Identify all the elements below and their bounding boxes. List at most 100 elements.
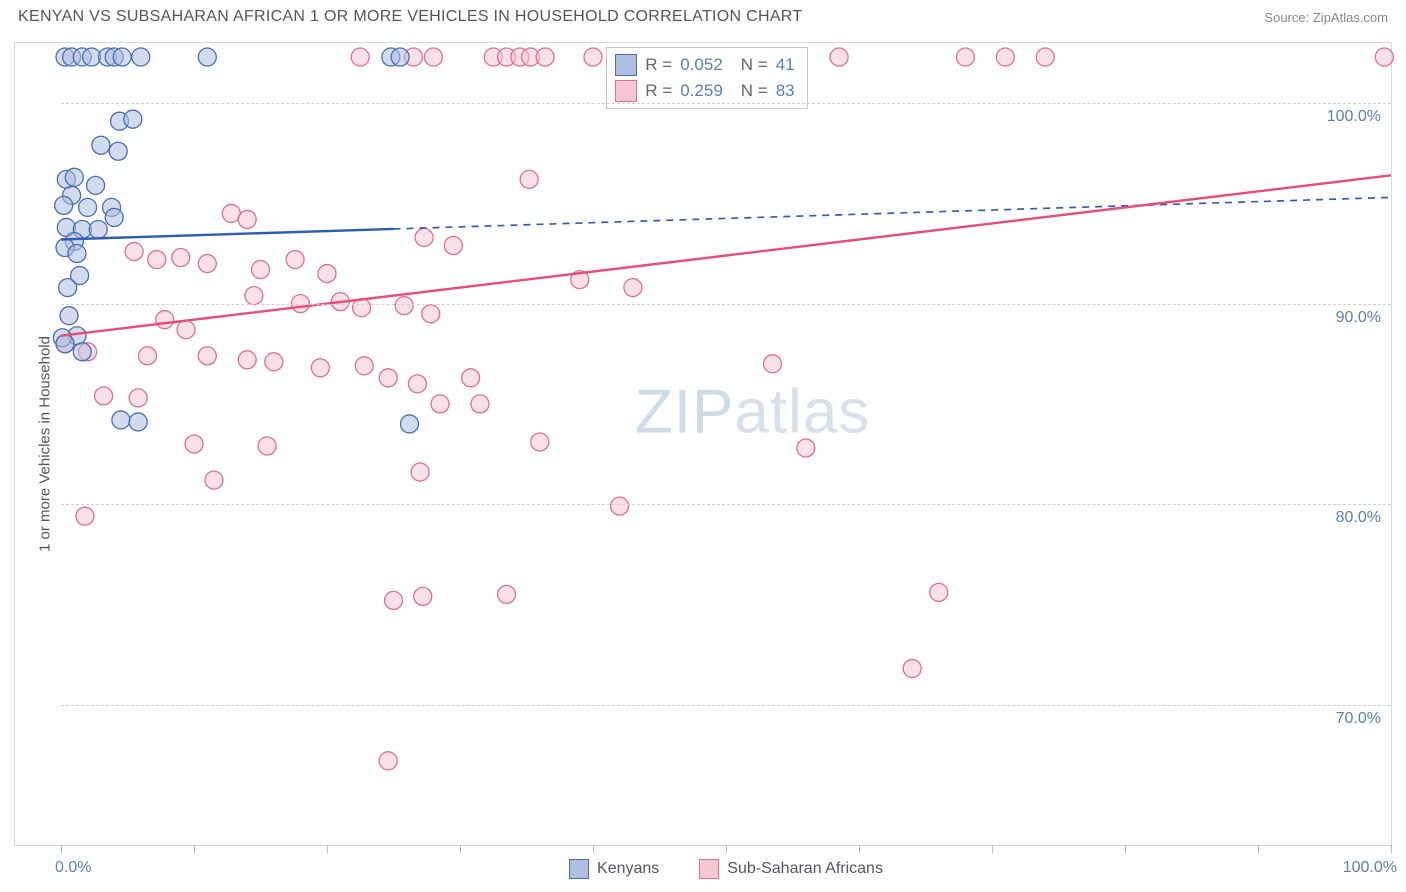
scatter-point <box>1375 48 1393 66</box>
chart-area: 1 or more Vehicles in Household ZIPatlas… <box>14 42 1392 846</box>
scatter-point <box>92 136 110 154</box>
scatter-point <box>351 48 369 66</box>
scatter-point <box>198 255 216 273</box>
chart-title: KENYAN VS SUBSAHARAN AFRICAN 1 OR MORE V… <box>18 8 802 26</box>
trend-line-solid <box>61 229 394 240</box>
gridline <box>61 103 1391 104</box>
scatter-point <box>95 387 113 405</box>
scatter-point <box>471 395 489 413</box>
source-link[interactable]: ZipAtlas.com <box>1313 10 1388 25</box>
scatter-point <box>129 413 147 431</box>
scatter-point <box>930 583 948 601</box>
scatter-point <box>520 170 538 188</box>
legend-label: Kenyans <box>597 860 659 878</box>
x-tick <box>194 845 195 853</box>
stat-n-label: N = <box>741 81 768 101</box>
scatter-point <box>198 48 216 66</box>
scatter-point <box>258 437 276 455</box>
x-tick <box>593 845 594 853</box>
scatter-point <box>531 433 549 451</box>
stat-row: R =0.052N =41 <box>615 52 794 78</box>
scatter-point <box>444 237 462 255</box>
scatter-point <box>109 142 127 160</box>
scatter-point <box>56 335 74 353</box>
scatter-point <box>408 375 426 393</box>
scatter-point <box>956 48 974 66</box>
gridline <box>61 705 1391 706</box>
stat-n-value: 41 <box>776 55 795 75</box>
scatter-point <box>113 48 131 66</box>
scatter-point <box>238 210 256 228</box>
y-axis-label: 1 or more Vehicles in Household <box>37 336 54 552</box>
stat-n-value: 83 <box>776 81 795 101</box>
y-tick-label: 90.0% <box>1336 309 1381 327</box>
scatter-point <box>624 279 642 297</box>
scatter-point <box>252 261 270 279</box>
scatter-point <box>385 591 403 609</box>
y-tick-label: 70.0% <box>1336 710 1381 728</box>
scatter-point <box>764 355 782 373</box>
legend-swatch <box>569 859 589 879</box>
trend-line-solid <box>61 175 1391 335</box>
scatter-point <box>76 507 94 525</box>
scatter-point <box>830 48 848 66</box>
stat-r-label: R = <box>645 55 672 75</box>
scatter-point <box>424 48 442 66</box>
scatter-point <box>198 347 216 365</box>
trend-line-dashed <box>394 197 1392 229</box>
scatter-point <box>379 369 397 387</box>
x-tick <box>460 845 461 853</box>
scatter-point <box>222 204 240 222</box>
scatter-point <box>73 343 91 361</box>
scatter-point <box>411 463 429 481</box>
scatter-point <box>422 305 440 323</box>
scatter-point <box>797 439 815 457</box>
scatter-point <box>105 208 123 226</box>
source: Source: ZipAtlas.com <box>1264 10 1388 25</box>
scatter-point <box>400 415 418 433</box>
scatter-point <box>156 311 174 329</box>
scatter-point <box>205 471 223 489</box>
scatter-point <box>65 168 83 186</box>
scatter-point <box>185 435 203 453</box>
scatter-point <box>132 48 150 66</box>
scatter-point <box>68 245 86 263</box>
scatter-point <box>611 497 629 515</box>
stat-n-label: N = <box>741 55 768 75</box>
scatter-point <box>414 587 432 605</box>
scatter-point <box>996 48 1014 66</box>
x-tick <box>1125 845 1126 853</box>
scatter-point <box>415 228 433 246</box>
x-tick <box>327 845 328 853</box>
scatter-point <box>391 48 409 66</box>
stat-r-label: R = <box>645 81 672 101</box>
x-tick <box>859 845 860 853</box>
scatter-point <box>55 196 73 214</box>
x-tick <box>61 845 62 853</box>
scatter-point <box>238 351 256 369</box>
legend-label: Sub-Saharan Africans <box>727 860 883 878</box>
x-tick <box>1391 845 1392 853</box>
source-label: Source: <box>1264 10 1309 25</box>
legend-bottom: Kenyans Sub-Saharan Africans <box>569 859 883 879</box>
scatter-point <box>903 660 921 678</box>
legend-swatch <box>699 859 719 879</box>
scatter-point <box>87 176 105 194</box>
scatter-point <box>431 395 449 413</box>
scatter-point <box>177 321 195 339</box>
x-tick <box>1258 845 1259 853</box>
x-tick <box>992 845 993 853</box>
scatter-point <box>311 359 329 377</box>
scatter-point <box>245 287 263 305</box>
scatter-point <box>60 307 78 325</box>
stat-row: R =0.259N =83 <box>615 78 794 104</box>
scatter-point <box>355 357 373 375</box>
legend-swatch <box>615 54 637 76</box>
plot-region: ZIPatlas R =0.052N =41R =0.259N =83 0.0%… <box>61 43 1391 845</box>
scatter-point <box>129 389 147 407</box>
legend-swatch <box>615 80 637 102</box>
scatter-point <box>112 411 130 429</box>
scatter-point <box>89 220 107 238</box>
legend-item: Kenyans <box>569 859 659 879</box>
scatter-point <box>59 279 77 297</box>
